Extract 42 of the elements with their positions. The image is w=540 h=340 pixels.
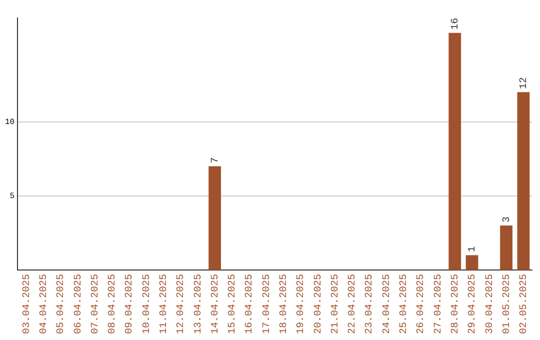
data-label: 16 — [450, 18, 462, 30]
x-tick-label: 03.04.2025 — [22, 274, 33, 334]
x-tick-label: 06.04.2025 — [73, 274, 84, 334]
x-tick-label: 07.04.2025 — [90, 274, 102, 334]
x-tick-label: 10.04.2025 — [142, 274, 153, 334]
x-tick-label: 11.04.2025 — [158, 274, 170, 334]
x-tick-label: 24.04.2025 — [382, 274, 393, 334]
x-tick-label: 18.04.2025 — [279, 274, 290, 334]
x-tick-label: 27.04.2025 — [433, 274, 444, 334]
x-tick-label: 02.05.2025 — [519, 274, 530, 334]
bar — [500, 226, 512, 270]
x-tick-label: 14.04.2025 — [210, 274, 222, 334]
bar — [466, 255, 478, 270]
x-tick-label: 17.04.2025 — [262, 274, 273, 334]
x-tick-label: 05.04.2025 — [56, 274, 68, 334]
data-label: 1 — [468, 246, 479, 252]
y-tick-label: 10 — [4, 118, 15, 127]
x-tick-label: 22.04.2025 — [348, 274, 359, 334]
data-label: 3 — [502, 216, 513, 223]
x-tick-label: 13.04.2025 — [193, 274, 204, 334]
x-tick-label: 28.04.2025 — [450, 274, 462, 334]
x-tick-label: 26.04.2025 — [416, 274, 428, 334]
x-tick-label: 12.04.2025 — [176, 274, 188, 334]
x-tick-label: 30.04.2025 — [484, 274, 496, 334]
x-tick-label: 19.04.2025 — [296, 274, 308, 334]
x-tick-label: 08.04.2025 — [108, 274, 119, 334]
x-tick-label: 21.04.2025 — [330, 274, 342, 334]
x-tick-label: 15.04.2025 — [228, 274, 239, 334]
bar — [448, 32, 462, 270]
y-tick-label: 5 — [10, 192, 15, 201]
bar — [517, 92, 530, 270]
bar — [208, 166, 221, 270]
x-tick-label: 29.04.2025 — [468, 274, 479, 334]
x-tick-label: 25.04.2025 — [399, 274, 410, 334]
x-tick-label: 23.04.2025 — [364, 274, 376, 334]
x-tick-label: 04.04.2025 — [38, 274, 50, 334]
x-tick-label: 01.05.2025 — [502, 274, 513, 334]
x-tick-label: 09.04.2025 — [124, 274, 136, 334]
data-label: 7 — [210, 157, 222, 164]
data-label: 12 — [519, 77, 530, 90]
x-tick-label: 16.04.2025 — [244, 274, 256, 334]
x-tick-label: 20.04.2025 — [313, 274, 324, 334]
